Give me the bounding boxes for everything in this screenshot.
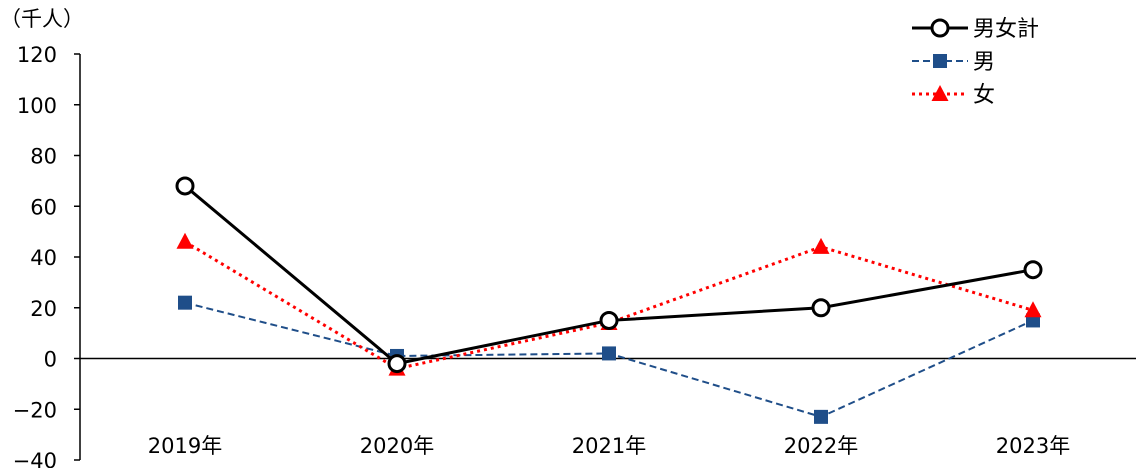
y-tick-label: 0 (44, 348, 57, 372)
data-point (602, 346, 616, 361)
legend-item: 男 (912, 50, 995, 75)
data-point (176, 232, 194, 249)
y-tick-label: 20 (30, 297, 57, 321)
y-tick-label: 120 (17, 43, 57, 67)
legend-marker (930, 18, 950, 38)
x-tick-label: 2021年 (572, 434, 646, 458)
legend-label: 男女計 (973, 17, 1039, 42)
y-tick-labels: 120 100 80 60 40 20 0 −20 −40 (13, 43, 57, 468)
y-tick-label: 40 (30, 246, 57, 270)
series-layer (175, 176, 1043, 424)
data-point (1024, 301, 1042, 318)
x-tick-label: 2022年 (784, 434, 858, 458)
data-point (175, 176, 195, 196)
y-tick-label: 100 (17, 94, 57, 118)
legend-label: 女 (973, 83, 995, 108)
legend-marker (931, 85, 949, 101)
data-point (178, 295, 192, 310)
data-point (387, 354, 407, 374)
data-point (599, 310, 619, 330)
legend-marker (933, 54, 947, 68)
x-tick-label: 2023年 (996, 434, 1070, 458)
y-tick-label: 60 (30, 195, 57, 219)
data-point (812, 237, 830, 254)
y-tick-label: 80 (30, 145, 57, 169)
series-1 (175, 176, 1043, 374)
y-tick-label: −40 (13, 449, 57, 468)
legend-item: 男女計 (912, 17, 1039, 42)
x-tick-label: 2019年 (148, 434, 222, 458)
data-point (814, 409, 828, 424)
data-point (811, 298, 831, 318)
legend-label: 男 (973, 50, 995, 75)
x-tick-labels: 2019年 2020年 2021年 2022年 2023年 (148, 434, 1070, 458)
data-point (1023, 260, 1043, 280)
legend-item: 女 (912, 83, 995, 108)
series-line (184, 184, 1034, 366)
axes (74, 53, 1136, 461)
y-tick-label: −20 (13, 398, 57, 422)
x-tick-label: 2020年 (360, 434, 434, 458)
y-unit-label: （千人） (0, 7, 84, 31)
